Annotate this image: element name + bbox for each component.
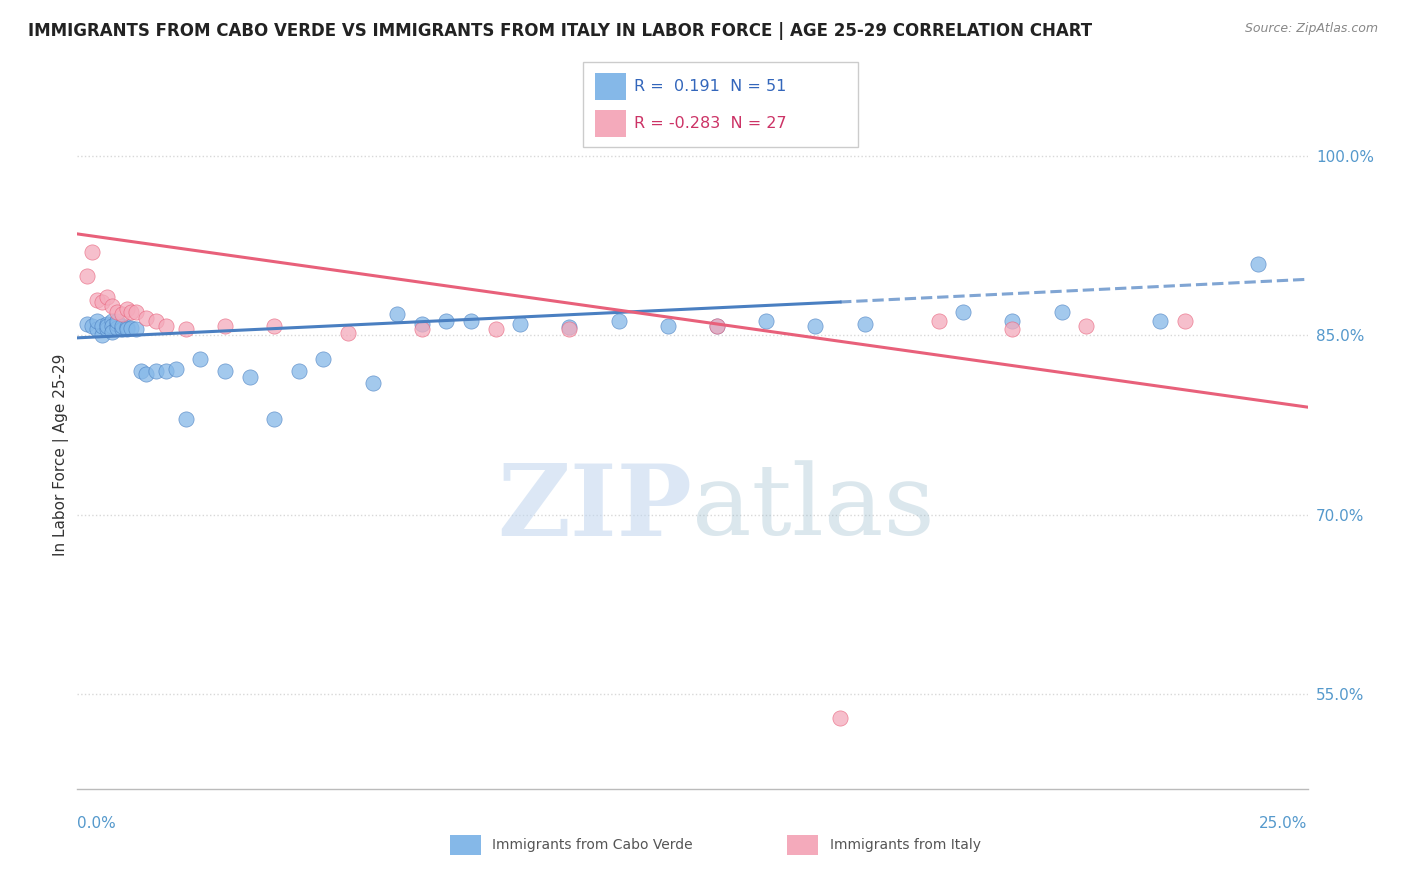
Point [312, 352, 335, 367]
Point [90, 318, 114, 333]
Point [86, 322, 108, 336]
Point [105, 317, 128, 331]
Text: R = -0.283  N = 27: R = -0.283 N = 27 [634, 116, 787, 131]
Point [755, 314, 778, 328]
Point [509, 317, 531, 331]
Point [190, 352, 212, 367]
Point [145, 314, 167, 328]
Point [76, 268, 98, 283]
Point [558, 322, 581, 336]
Text: ZIP: ZIP [498, 460, 693, 557]
Point [101, 299, 124, 313]
Point [101, 314, 124, 328]
Point [361, 376, 384, 391]
Point [145, 364, 167, 378]
Point [115, 322, 138, 336]
Point [1174, 314, 1197, 328]
Point [96, 317, 118, 331]
Point [111, 307, 132, 321]
Point [105, 304, 128, 318]
Point [263, 318, 285, 333]
Point [706, 318, 728, 333]
Point [952, 304, 974, 318]
Point [436, 314, 458, 328]
Point [111, 318, 132, 333]
Point [111, 322, 132, 336]
Text: R =  0.191  N = 51: R = 0.191 N = 51 [634, 78, 786, 94]
Point [288, 364, 311, 378]
Point [121, 321, 143, 335]
Point [411, 322, 433, 336]
Point [96, 290, 118, 304]
Point [90, 295, 114, 310]
Text: IMMIGRANTS FROM CABO VERDE VS IMMIGRANTS FROM ITALY IN LABOR FORCE | AGE 25-29 C: IMMIGRANTS FROM CABO VERDE VS IMMIGRANTS… [28, 22, 1092, 40]
Point [558, 320, 581, 334]
Point [1001, 314, 1024, 328]
Point [853, 317, 876, 331]
Point [82, 318, 104, 333]
Point [460, 314, 482, 328]
Point [125, 304, 148, 318]
Point [131, 364, 153, 378]
Point [155, 318, 177, 333]
Point [121, 304, 143, 318]
Point [165, 362, 187, 376]
Point [830, 711, 852, 725]
Point [86, 314, 108, 328]
Point [115, 302, 138, 317]
Point [125, 322, 148, 336]
Point [239, 370, 262, 384]
Point [337, 326, 360, 340]
Point [155, 364, 177, 378]
Point [928, 314, 950, 328]
Point [1247, 257, 1270, 271]
Point [657, 318, 679, 333]
Point [411, 317, 433, 331]
Point [101, 325, 124, 339]
Point [135, 310, 157, 325]
Point [86, 293, 108, 307]
Text: atlas: atlas [693, 460, 935, 557]
Point [1076, 318, 1098, 333]
Point [607, 314, 630, 328]
Point [76, 317, 98, 331]
Point [105, 314, 128, 328]
Point [214, 364, 236, 378]
Point [804, 318, 827, 333]
Point [263, 412, 285, 426]
Point [101, 318, 124, 333]
Y-axis label: In Labor Force | Age 25-29: In Labor Force | Age 25-29 [53, 354, 69, 556]
Point [96, 322, 118, 336]
Point [82, 244, 104, 259]
Point [1001, 322, 1024, 336]
Point [174, 412, 197, 426]
Point [105, 321, 128, 335]
Point [115, 320, 138, 334]
Text: 25.0%: 25.0% [1260, 816, 1308, 830]
Point [706, 318, 728, 333]
Point [90, 328, 114, 343]
Point [387, 307, 409, 321]
Text: Immigrants from Italy: Immigrants from Italy [830, 838, 980, 852]
Point [1149, 314, 1171, 328]
Point [174, 322, 197, 336]
Point [96, 318, 118, 333]
Point [1050, 304, 1073, 318]
Text: 0.0%: 0.0% [77, 816, 117, 830]
Text: Source: ZipAtlas.com: Source: ZipAtlas.com [1244, 22, 1378, 36]
Text: Immigrants from Cabo Verde: Immigrants from Cabo Verde [492, 838, 693, 852]
Point [485, 322, 508, 336]
Point [135, 367, 157, 381]
Point [214, 318, 236, 333]
